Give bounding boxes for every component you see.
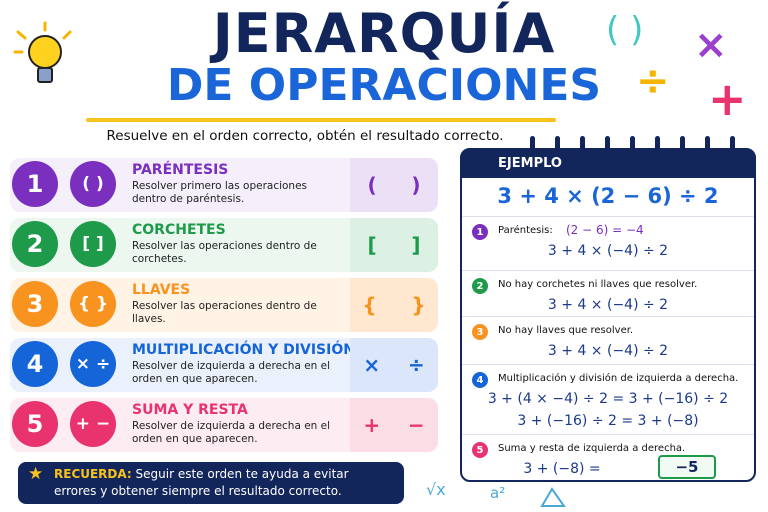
step-symbol: [ ] <box>70 221 116 267</box>
reminder-box: ★ RECUERDA: Seguir este orden te ayuda a… <box>18 462 404 504</box>
step-title: MULTIPLICACIÓN Y DIVISIÓN <box>132 342 355 358</box>
step-row: 4 × ÷ MULTIPLICACIÓN Y DIVISIÓN Resolver de… <box>10 338 438 392</box>
example-step-label: Multiplicación y división de izquierda a… <box>498 373 739 384</box>
decoration: ( ) <box>606 10 644 50</box>
step-description: Resolver las operaciones dentro de llave… <box>132 300 317 325</box>
step-example-symbols: [ ] <box>350 218 438 272</box>
step-description: Resolver de izquierda a derecha en el or… <box>132 420 331 445</box>
reminder-text: Seguir este orden te ayuda a evitar erro… <box>54 467 349 498</box>
example-step-detail: (2 − 6) = −4 <box>566 223 644 237</box>
example-step-label: No hay corchetes ni llaves que resolver. <box>498 279 698 290</box>
example-step-line: 3 + (4 × −4) ÷ 2 = 3 + (−16) ÷ 2 <box>487 391 729 407</box>
step-title: SUMA Y RESTA <box>132 402 248 418</box>
binder-ring <box>680 136 685 154</box>
example-title: EJEMPLO <box>498 156 562 171</box>
example-step-number: 1 <box>472 224 488 240</box>
step-title: LLAVES <box>132 282 191 298</box>
decoration: + <box>708 72 747 126</box>
step-number: 2 <box>12 221 58 267</box>
example-step: 3 No hay llaves que resolver. 3 + 4 × (−4)… <box>462 316 754 364</box>
binder-ring <box>730 136 735 154</box>
example-step: 4 Multiplicación y división de izquierda … <box>462 364 754 434</box>
binder-ring <box>555 136 560 154</box>
example-step-label: No hay llaves que resolver. <box>498 325 634 336</box>
example-step-line: 3 + (−16) ÷ 2 = 3 + (−8) <box>517 413 699 429</box>
step-symbol: + − <box>70 401 116 447</box>
step-description: Resolver de izquierda a derecha en el or… <box>132 360 331 385</box>
step-symbol: { } <box>70 281 116 327</box>
lightbulb-icon <box>13 21 72 83</box>
title-underline <box>86 118 556 122</box>
step-number: 4 <box>12 341 58 387</box>
example-step-number: 2 <box>472 278 488 294</box>
example-result: −5 <box>658 455 716 479</box>
step-example-symbols: × ÷ <box>350 338 438 392</box>
example-expression: 3 + 4 × (2 − 6) ÷ 2 <box>497 184 719 208</box>
example-step-line: 3 + 4 × (−4) ÷ 2 <box>547 243 669 259</box>
subtitle: Resuelve en el orden correcto, obtén el … <box>106 128 504 144</box>
step-row: 3 { } LLAVES Resolver las operaciones dentr… <box>10 278 438 332</box>
example-step-label: Paréntesis: <box>498 225 553 236</box>
step-row: 1 ( ) PARÉNTESIS Resolver primero las opera… <box>10 158 438 212</box>
example-step: 5 Suma y resta de izquierda a derecha. 3 +… <box>462 434 754 480</box>
example-step: 1 Paréntesis: (2 − 6) = −4 3 + 4 × (−4) ÷ 2 <box>462 216 754 270</box>
binder-ring <box>630 136 635 154</box>
step-number: 1 <box>12 161 58 207</box>
decoration: × <box>694 22 728 68</box>
example-step-number: 4 <box>472 372 488 388</box>
decoration: √x <box>426 480 446 499</box>
binder-ring <box>655 136 660 154</box>
step-description: Resolver las operaciones dentro de corch… <box>132 240 317 265</box>
title-line1: JERARQUÍA <box>212 2 556 65</box>
example-step-number: 3 <box>472 324 488 340</box>
step-row: 2 [ ] CORCHETES Resolver las operaciones de… <box>10 218 438 272</box>
star-icon: ★ <box>28 464 44 484</box>
step-symbol: ( ) <box>70 161 116 207</box>
title-line2: DE OPERACIONES <box>166 60 602 111</box>
step-number: 3 <box>12 281 58 327</box>
decoration: a² <box>490 484 506 502</box>
example-step-line: 3 + (−8) = <box>523 461 601 477</box>
step-description: Resolver primero las operaciones dentro … <box>132 180 308 205</box>
step-row: 5 + − SUMA Y RESTA Resolver de izquierda a … <box>10 398 438 452</box>
decoration: ÷ <box>636 58 670 104</box>
step-symbol: × ÷ <box>70 341 116 387</box>
reminder-label: RECUERDA: <box>54 467 132 481</box>
example-step-line: 3 + 4 × (−4) ÷ 2 <box>547 297 669 313</box>
example-step-number: 5 <box>472 442 488 458</box>
step-example-symbols: { } <box>350 278 438 332</box>
binder-ring <box>705 136 710 154</box>
example-step: 2 No hay corchetes ni llaves que resolver… <box>462 270 754 316</box>
step-example-symbols: + − <box>350 398 438 452</box>
step-number: 5 <box>12 401 58 447</box>
example-card <box>460 148 756 482</box>
step-title: PARÉNTESIS <box>132 162 229 178</box>
step-title: CORCHETES <box>132 222 226 238</box>
binder-ring <box>530 136 535 154</box>
binder-ring <box>605 136 610 154</box>
binder-ring <box>580 136 585 154</box>
example-step-label: Suma y resta de izquierda a derecha. <box>498 443 686 454</box>
example-step-line: 3 + 4 × (−4) ÷ 2 <box>547 343 669 359</box>
triangle-icon <box>540 487 566 507</box>
step-example-symbols: ( ) <box>350 158 438 212</box>
